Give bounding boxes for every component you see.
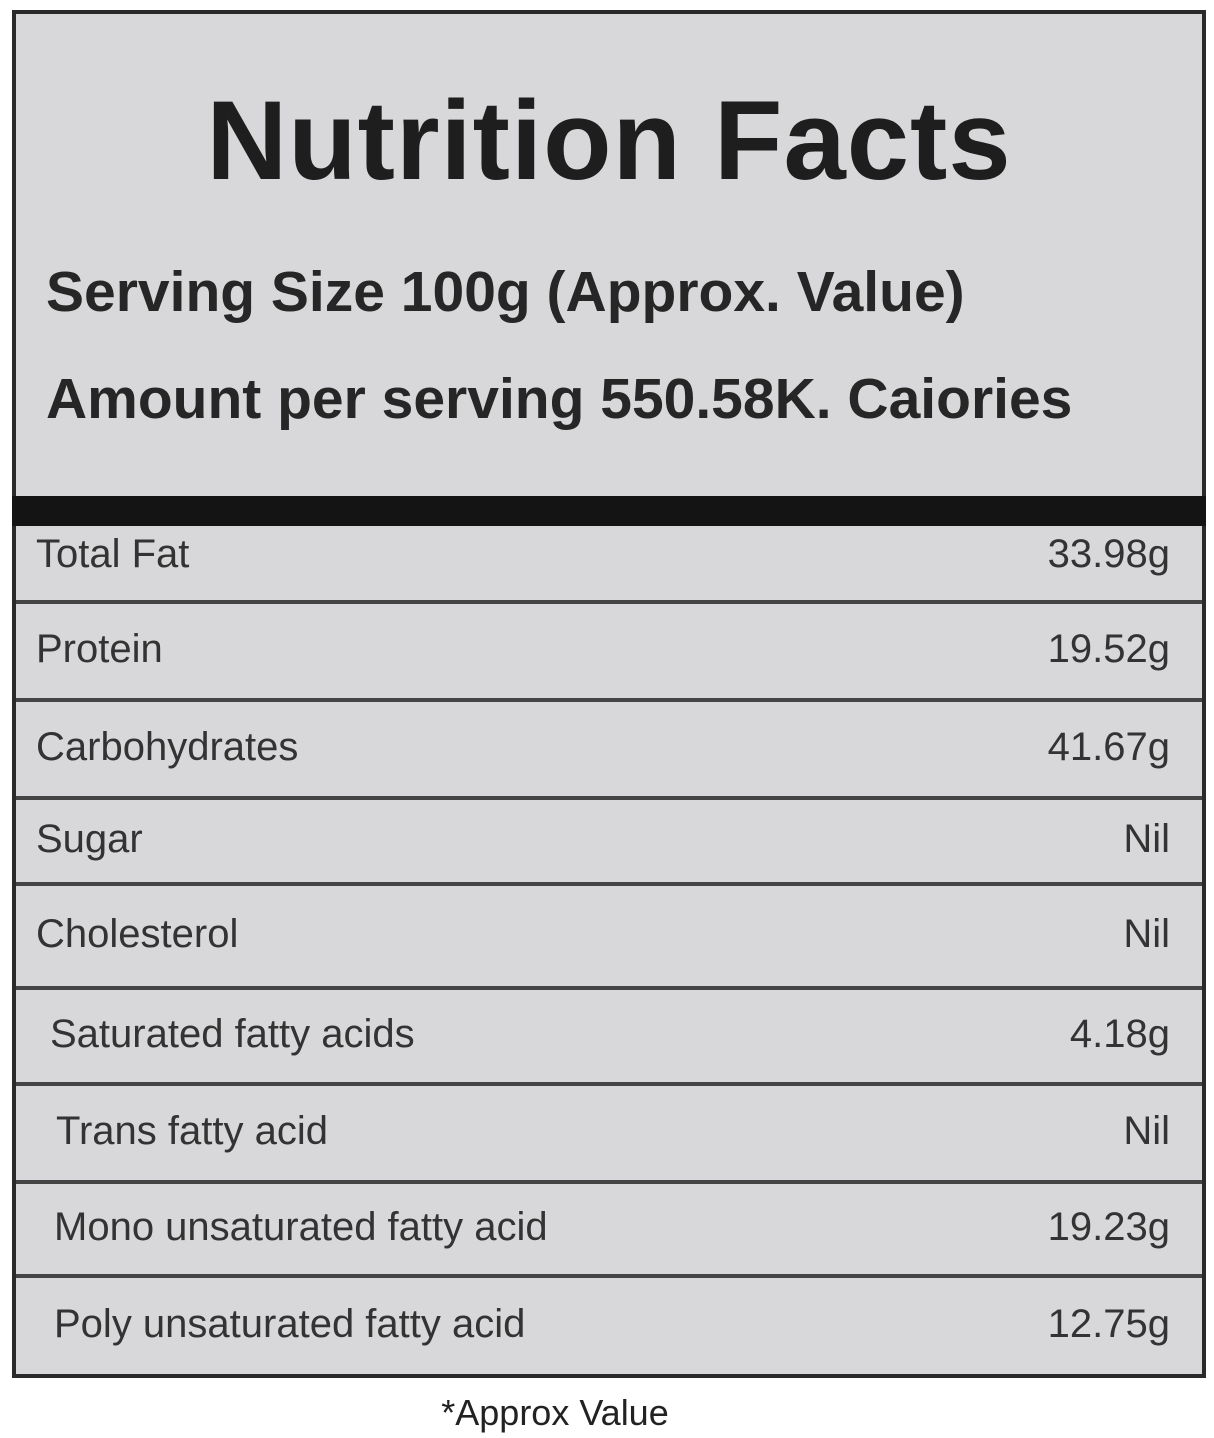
nutrient-row: Protein 19.52g — [16, 600, 1202, 698]
footnote: *Approx Value — [441, 1392, 669, 1433]
nutrient-name: Poly unsaturated fatty acid — [54, 1302, 526, 1346]
nutrient-name: Total Fat — [36, 532, 190, 576]
nutrient-value: 12.75g — [1047, 1302, 1170, 1346]
amount-per-serving: Amount per serving 550.58K. Caiories — [46, 367, 1073, 431]
nutrient-value: 19.23g — [1047, 1205, 1170, 1249]
nutrient-value: 4.18g — [1069, 1012, 1170, 1056]
nutrient-row: Cholesterol Nil — [16, 882, 1202, 986]
title: Nutrition Facts — [206, 78, 1012, 203]
nutrient-value: 33.98g — [1047, 532, 1170, 576]
nutrient-row: Saturated fatty acids 4.18g — [16, 986, 1202, 1082]
nutrient-name: Mono unsaturated fatty acid — [54, 1205, 548, 1249]
nutrient-name: Trans fatty acid — [56, 1109, 328, 1153]
nutrient-row: Sugar Nil — [16, 796, 1202, 882]
nutrient-value: 41.67g — [1047, 725, 1170, 769]
nutrient-value: Nil — [1123, 912, 1170, 956]
nutrient-name: Cholesterol — [36, 912, 239, 956]
nutrient-name: Carbohydrates — [36, 725, 299, 769]
nutrient-name: Saturated fatty acids — [50, 1012, 415, 1056]
nutrition-panel: Nutrition Facts Serving Size 100g (Appro… — [12, 10, 1206, 1378]
nutrient-row: Total Fat 33.98g — [16, 526, 1202, 600]
nutrient-name: Sugar — [36, 817, 143, 861]
nutrient-name: Protein — [36, 627, 163, 671]
divider-bar — [12, 496, 1206, 526]
nutrient-value: 19.52g — [1047, 627, 1170, 671]
nutrient-value: Nil — [1123, 1109, 1170, 1153]
nutrient-row: Trans fatty acid Nil — [16, 1082, 1202, 1180]
nutrient-value: Nil — [1123, 817, 1170, 861]
nutrient-row: Mono unsaturated fatty acid 19.23g — [16, 1180, 1202, 1274]
serving-size: Serving Size 100g (Approx. Value) — [46, 260, 965, 324]
nutrient-row: Poly unsaturated fatty acid 12.75g — [16, 1274, 1202, 1374]
nutrient-row: Carbohydrates 41.67g — [16, 698, 1202, 796]
